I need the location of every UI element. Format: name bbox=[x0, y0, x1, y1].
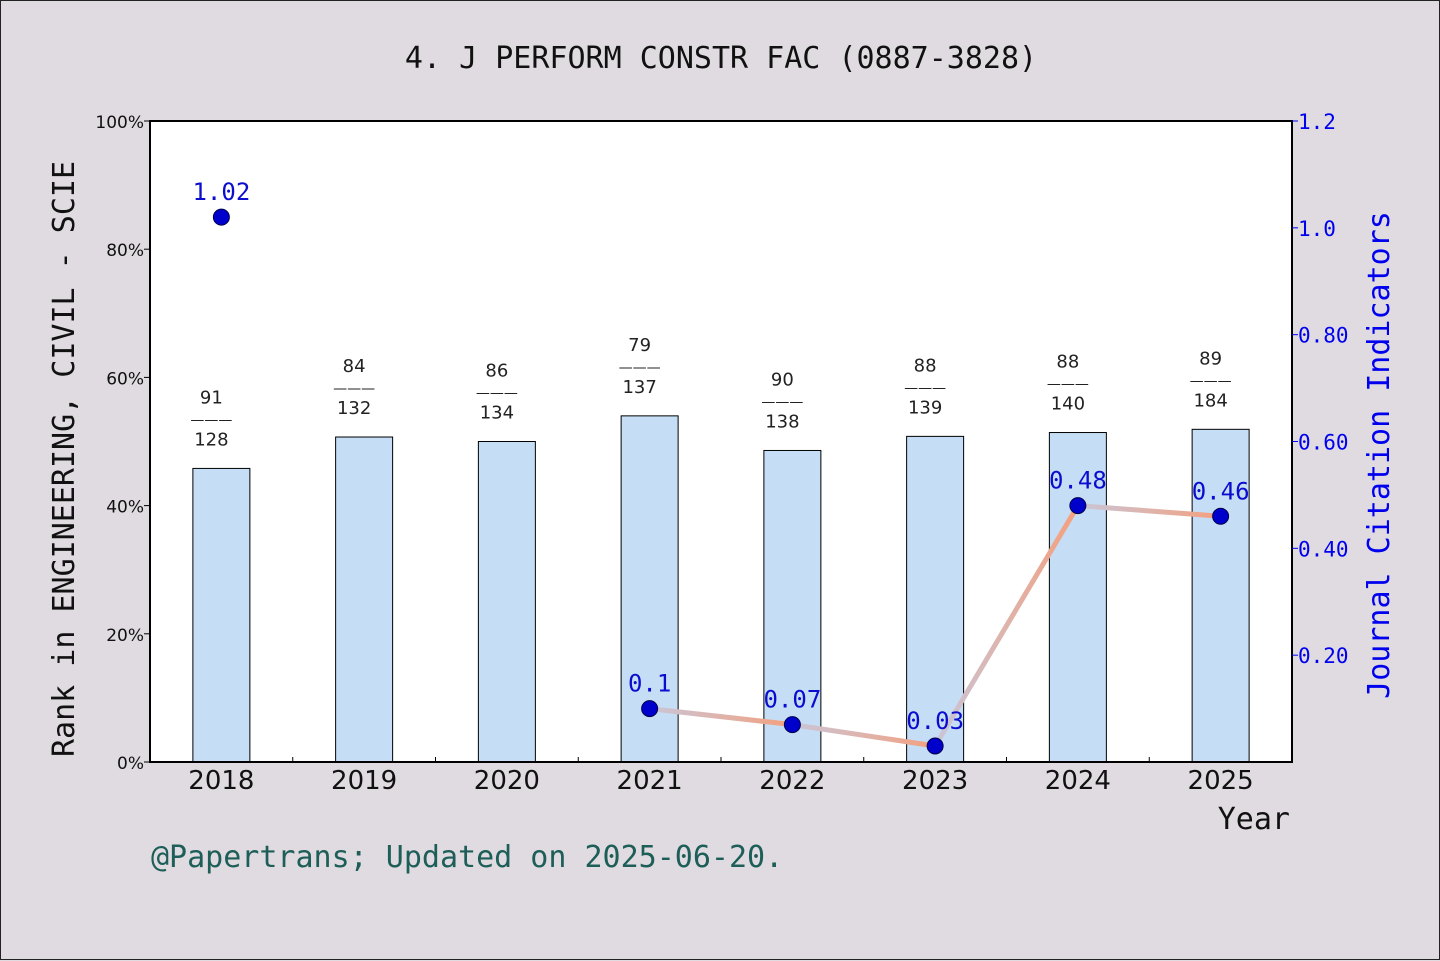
jci-point-2024 bbox=[1069, 497, 1087, 515]
bar-total-label: 184 bbox=[1193, 390, 1227, 411]
x-axis-label: Year bbox=[1218, 802, 1290, 837]
y-axis-label: Rank in ENGINEERING, CIVIL - SCIE bbox=[47, 161, 82, 757]
y2-tick-label: 0.80 bbox=[1298, 324, 1349, 348]
bar-2019 bbox=[335, 436, 394, 763]
bar-rank-label: 84 bbox=[343, 356, 366, 377]
bar-rank-label: 90 bbox=[771, 369, 794, 390]
x-tick-label: 2020 bbox=[474, 766, 540, 796]
y-tick-label: 60% bbox=[106, 369, 144, 389]
x-tick-label: 2025 bbox=[1188, 766, 1254, 796]
y-tick-label: 100% bbox=[95, 113, 144, 133]
x-tick-label: 2019 bbox=[331, 766, 397, 796]
bar-label-separator: ——— bbox=[1190, 373, 1232, 389]
jci-value-label: 0.03 bbox=[906, 707, 964, 735]
y2-tick-label: 1.0 bbox=[1298, 217, 1336, 241]
plot-area bbox=[150, 121, 1292, 762]
jci-value-label: 0.1 bbox=[628, 670, 671, 698]
jci-point-2025 bbox=[1212, 507, 1230, 525]
jci-point-2023 bbox=[926, 737, 944, 755]
bars-layer bbox=[192, 415, 1250, 763]
jci-value-label: 0.07 bbox=[763, 686, 821, 714]
jci-line-layer bbox=[647, 503, 1224, 749]
bar-2020 bbox=[477, 441, 536, 763]
y2-tick-label: 1.2 bbox=[1298, 110, 1336, 134]
bar-rank-label: 89 bbox=[1199, 348, 1222, 369]
jci-point-2018 bbox=[212, 208, 230, 226]
jci-value-label: 0.48 bbox=[1049, 467, 1107, 495]
bar-2022 bbox=[763, 449, 822, 763]
bar-label-separator: ——— bbox=[761, 394, 803, 410]
y-tick-label: 20% bbox=[106, 626, 144, 646]
bar-total-label: 134 bbox=[480, 403, 514, 424]
bar-total-label: 138 bbox=[765, 411, 799, 432]
bar-total-label: 128 bbox=[194, 429, 228, 450]
y2-tick-label: 0.60 bbox=[1298, 431, 1349, 455]
jci-point-2022 bbox=[783, 716, 801, 734]
x-tick-label: 2024 bbox=[1045, 766, 1111, 796]
bar-label-separator: ——— bbox=[619, 360, 661, 376]
x-tick-label: 2023 bbox=[902, 766, 968, 796]
chart-title: 4. J PERFORM CONSTR FAC (0887-3828) bbox=[405, 41, 1037, 76]
right-axis: 0.20 0.40 0.60 0.80 1.0 1.2 bbox=[1292, 110, 1349, 668]
bar-label-separator: ——— bbox=[476, 386, 518, 402]
y2-tick-label: 0.20 bbox=[1298, 644, 1349, 668]
bar-2025 bbox=[1191, 428, 1250, 763]
y2-axis-label: Journal Citation Indicators bbox=[1362, 211, 1397, 699]
bar-rank-label: 88 bbox=[1056, 352, 1079, 373]
bar-label-separator: ——— bbox=[333, 381, 375, 397]
bar-rank-label: 91 bbox=[200, 387, 223, 408]
jci-line-segment bbox=[647, 706, 795, 728]
bar-total-label: 137 bbox=[622, 377, 656, 398]
bar-rank-label: 86 bbox=[485, 361, 508, 382]
bar-total-label: 139 bbox=[908, 397, 942, 418]
jci-value-label: 0.46 bbox=[1192, 477, 1250, 505]
jci-points-layer: 1.02 0.1 0.07 0.03 0.48 0.46 bbox=[192, 178, 1250, 755]
bar-2018 bbox=[192, 467, 251, 763]
bar-rank-label: 79 bbox=[628, 335, 651, 356]
x-tick-label: 2021 bbox=[617, 766, 683, 796]
y-tick-label: 80% bbox=[106, 241, 144, 261]
jci-line-segment bbox=[789, 722, 938, 749]
x-tick-label: 2018 bbox=[188, 766, 254, 796]
x-tick-label: 2022 bbox=[759, 766, 825, 796]
jci-point-2021 bbox=[641, 700, 659, 718]
y-tick-label: 0% bbox=[117, 754, 144, 774]
bar-rank-label: 88 bbox=[914, 355, 937, 376]
y-tick-label: 40% bbox=[106, 498, 144, 518]
bar-label-separator: ——— bbox=[1047, 377, 1089, 393]
bar-label-separator: ——— bbox=[190, 412, 232, 428]
jci-line-segment bbox=[932, 503, 1081, 749]
x-axis: 2018 2019 2020 2021 2022 2023 2024 2025 bbox=[149, 757, 1293, 796]
bar-total-label: 140 bbox=[1051, 394, 1085, 415]
jci-value-label: 1.02 bbox=[192, 178, 250, 206]
bar-total-label: 132 bbox=[337, 398, 371, 419]
jci-line-segment bbox=[1075, 503, 1224, 519]
left-axis: 0% 20% 40% 60% 80% 100% bbox=[95, 113, 150, 774]
bar-label-separator: ——— bbox=[904, 380, 946, 396]
footer-note: @Papertrans; Updated on 2025-06-20. bbox=[151, 840, 783, 875]
y2-tick-label: 0.40 bbox=[1298, 537, 1349, 561]
bar-2023 bbox=[906, 435, 965, 763]
